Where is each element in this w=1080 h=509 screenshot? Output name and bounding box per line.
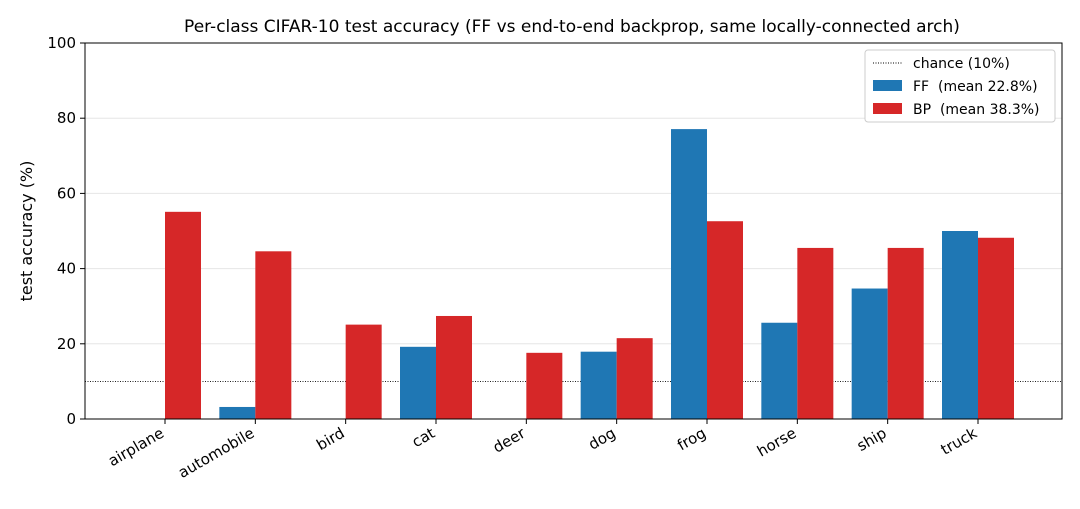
x-tick-label-deer: deer: [490, 423, 529, 456]
x-tick-label-ship: ship: [854, 424, 890, 455]
x-tick-label-airplane: airplane: [105, 424, 167, 470]
x-axis-ticks: airplane automobile bird cat deer dog frog hors…: [105, 419, 980, 482]
chart-title: Per-class CIFAR-10 test accuracy (FF vs …: [184, 17, 960, 37]
bar-ff-frog: [671, 129, 707, 419]
legend: chance (10%) FF (mean 22.8%) BP (mean 38…: [864, 49, 1056, 123]
bar-ff-automobile: [219, 406, 256, 419]
bar-ff-cat: [400, 346, 436, 419]
bars: [165, 129, 1014, 419]
y-axis-ticks: 0 20 40 60 80 100: [47, 34, 85, 428]
legend-ff-swatch: [873, 80, 902, 91]
legend-box: [864, 49, 1056, 123]
x-tick-label-dog: dog: [585, 424, 618, 454]
x-tick-label-automobile: automobile: [175, 424, 257, 482]
y-tick-label: 0: [66, 410, 76, 428]
bar-bp-automobile: [255, 251, 292, 419]
legend-bp-swatch: [873, 103, 902, 114]
bar-bp-ship: [887, 247, 924, 419]
legend-ff-label: FF (mean 22.8%): [913, 79, 1038, 95]
bar-bp-cat: [436, 315, 472, 419]
bar-bp-horse: [797, 247, 834, 419]
bar-bp-airplane: [165, 211, 201, 419]
legend-chance-label: chance (10%): [913, 56, 1010, 72]
x-tick-label-frog: frog: [674, 424, 709, 455]
bar-ff-horse: [761, 322, 798, 419]
x-tick-label-bird: bird: [313, 424, 347, 454]
x-tick-label-horse: horse: [754, 424, 799, 461]
bar-bp-deer: [526, 352, 563, 419]
y-tick-label: 20: [57, 335, 76, 353]
legend-bp-label: BP (mean 38.3%): [913, 102, 1040, 118]
bar-bp-truck: [978, 237, 1014, 419]
y-tick-label: 100: [47, 34, 76, 52]
bar-bp-dog: [616, 338, 653, 419]
y-tick-label: 40: [57, 260, 76, 278]
y-axis-label: test accuracy (%): [17, 161, 36, 302]
y-tick-label: 80: [57, 109, 76, 127]
bar-bp-frog: [707, 221, 743, 419]
bar-ff-truck: [942, 231, 978, 419]
x-tick-label-truck: truck: [938, 424, 981, 459]
bar-bp-bird: [345, 324, 382, 419]
y-tick-label: 60: [57, 184, 76, 202]
bar-ff-ship: [851, 288, 888, 419]
plot-frame: [84, 42, 1063, 420]
x-tick-label-cat: cat: [409, 424, 438, 451]
bar-ff-dog: [580, 351, 617, 419]
